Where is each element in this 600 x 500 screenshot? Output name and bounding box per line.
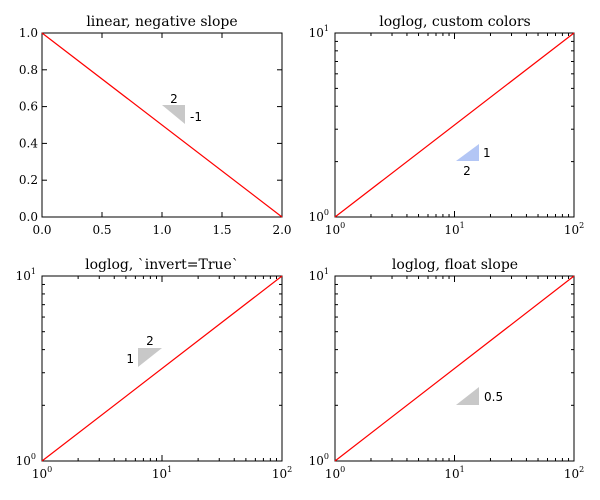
x-tick-label: 0.0 xyxy=(32,223,51,237)
slope-run-label: 2 xyxy=(170,92,178,106)
x-tick-label: 102 xyxy=(564,221,584,237)
slope-marker: 0.5 xyxy=(456,387,503,405)
y-tick-label: 101 xyxy=(309,267,329,283)
y-tick-label: 0.4 xyxy=(19,136,38,150)
slope-rise-label: 1 xyxy=(483,146,491,160)
series-line xyxy=(334,275,575,462)
slope-run-label: 2 xyxy=(463,164,471,178)
panel-title: loglog, float slope xyxy=(392,257,518,273)
slope-run-label: 2 xyxy=(146,334,154,348)
x-tick-label: 0.5 xyxy=(92,223,111,237)
x-tick-label: 102 xyxy=(272,465,292,481)
slope-triangle xyxy=(162,105,185,124)
x-tick-label: 101 xyxy=(444,221,464,237)
y-tick-label: 100 xyxy=(16,452,36,468)
panel-linear-negative-slope: linear, negative slope 0.0 0.5 1.0 1.5 2.0 0.… xyxy=(19,14,292,237)
slope-triangle xyxy=(138,348,162,367)
slope-marker: 2 -1 xyxy=(162,92,202,124)
slope-rise-label: -1 xyxy=(190,110,202,124)
y-tick-label: 0.2 xyxy=(19,173,38,187)
panel-title: linear, negative slope xyxy=(86,14,237,30)
x-tick-label: 102 xyxy=(564,465,584,481)
x-tick-label: 1.0 xyxy=(152,223,171,237)
y-tick-label: 1.0 xyxy=(19,26,38,40)
x-tick-label: 101 xyxy=(152,465,172,481)
y-tick-label: 0.8 xyxy=(19,63,38,77)
x-tick-label: 101 xyxy=(444,465,464,481)
x-tick-label: 100 xyxy=(32,465,52,481)
x-tick-label: 100 xyxy=(325,465,345,481)
slope-rise-label: 0.5 xyxy=(484,390,503,404)
slope-triangle xyxy=(456,144,479,161)
y-tick-label: 101 xyxy=(16,267,36,283)
slope-marker: 2 1 xyxy=(126,334,162,367)
y-tick-label: 101 xyxy=(309,24,329,40)
y-tick-label: 0.0 xyxy=(19,210,38,224)
series-line xyxy=(334,32,575,218)
panel-loglog-custom-colors: loglog, custom colors 100 101 102 100 101 1 … xyxy=(309,14,585,237)
panel-loglog-invert-true: loglog, `invert=True` 100 101 102 100 101 2 … xyxy=(16,257,293,481)
slope-marker: 1 2 xyxy=(456,144,491,178)
y-tick-label: 100 xyxy=(309,452,329,468)
x-tick-label: 100 xyxy=(325,221,345,237)
x-tick-label: 2.0 xyxy=(272,223,291,237)
series-line xyxy=(41,275,283,462)
slope-triangle xyxy=(456,387,479,405)
panel-loglog-float-slope: loglog, float slope 100 101 102 100 101 0.5 xyxy=(309,257,585,481)
y-tick-label: 0.6 xyxy=(19,100,38,114)
x-tick-label: 1.5 xyxy=(212,223,231,237)
series-line xyxy=(41,32,283,218)
y-tick-label: 100 xyxy=(309,208,329,224)
panel-title: loglog, custom colors xyxy=(379,14,531,30)
panel-title: loglog, `invert=True` xyxy=(85,257,239,273)
slope-rise-label: 1 xyxy=(126,352,134,366)
